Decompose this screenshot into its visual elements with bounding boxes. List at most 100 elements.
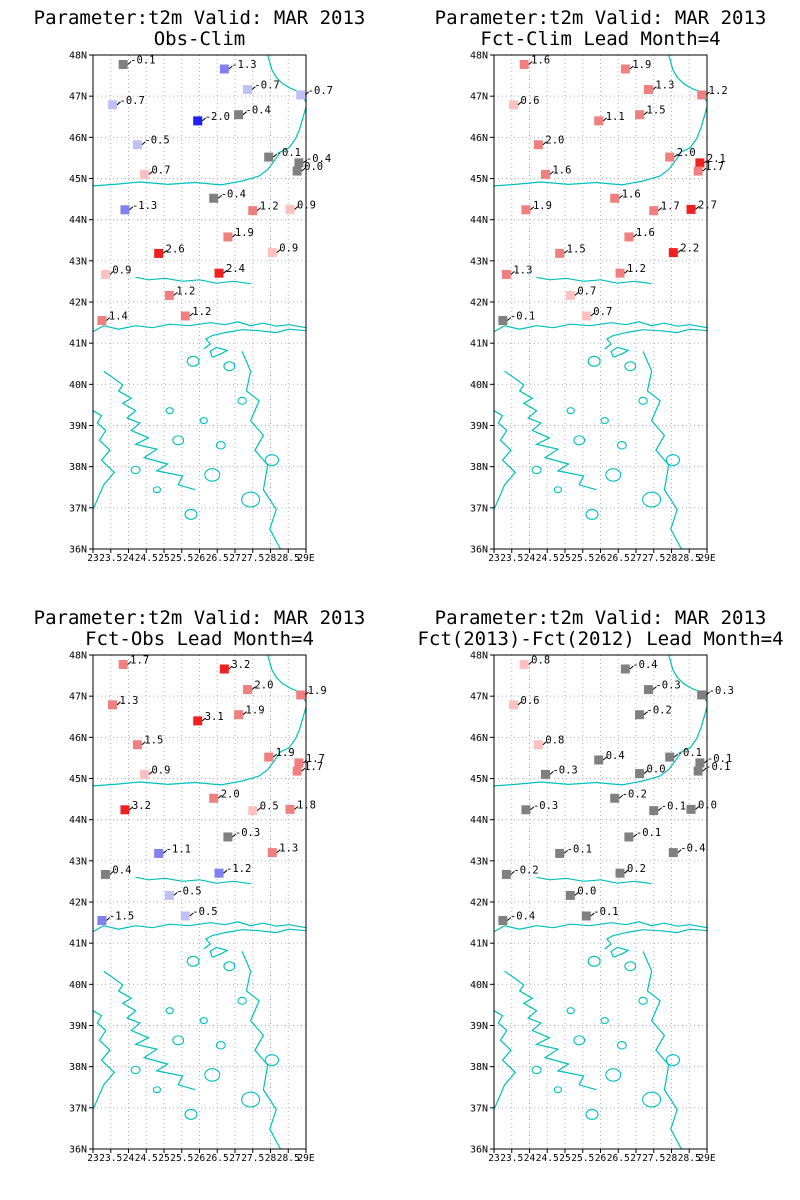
station-value-label: -1.5 [109,911,134,923]
station-square [509,100,519,110]
station-marker: 0.0 [686,799,717,814]
station-value-label: 1.2 [260,201,279,213]
station-value-label: 1.5 [144,735,163,747]
station-value-label: 2.6 [166,243,185,255]
station-marker: -0.3 [223,827,260,842]
station-square [296,690,306,700]
lon-label: 29E [698,1153,715,1164]
lon-label: 25.5 [571,553,594,564]
lon-label: 28.5 [277,1153,300,1164]
station-square [565,890,575,900]
station-value-label: 1.7 [306,753,325,765]
station-marker: -0.1 [498,311,535,326]
graticule [494,55,707,549]
lon-label: 23 [87,553,98,564]
station-marker: 2.1 [695,153,726,168]
station-marker: 0.9 [267,243,298,258]
station-marker: 0.9 [100,264,131,279]
station-square [509,700,519,710]
station-square [624,832,634,842]
station-square [219,664,229,674]
station-square [649,806,659,816]
lat-label: 47N [470,92,488,103]
station-square [219,64,229,74]
station-square [498,916,508,926]
lat-label: 45N [470,774,488,785]
station-marker: -0.4 [668,843,706,858]
station-square [521,805,531,815]
station-square [643,685,653,695]
lon-label: 27 [630,553,641,564]
station-square [296,90,306,100]
station-value-label: 1.6 [636,227,655,239]
lon-label: 26.5 [206,553,229,564]
station-value-label: 3.2 [132,800,151,812]
station-square [624,232,634,242]
station-value-label: -0.2 [513,864,538,876]
lon-label: 23.5 [500,1153,523,1164]
station-value-label: 1.3 [120,695,139,707]
station-marker: 3.1 [193,711,224,726]
lat-label: 40N [69,380,87,391]
station-square [193,716,203,726]
station-square [615,268,625,278]
lat-label: 36N [69,545,87,556]
station-value-label: -0.4 [221,188,246,200]
lat-label: 43N [69,856,87,867]
station-value-label: 1.7 [661,201,680,213]
station-value-label: 1.3 [513,264,532,276]
lon-label: 23.5 [99,553,122,564]
lat-label: 39N [69,421,87,432]
station-square [643,85,653,95]
station-marker: -0.1 [649,801,686,816]
station-value-label: 1.9 [246,705,265,717]
station-marker: 1.7 [294,753,325,768]
lat-label: 47N [69,92,87,103]
station-square [635,110,645,120]
station-square [610,193,620,203]
station-marker: -0.2 [501,864,539,879]
lon-label: 27.5 [241,1153,264,1164]
station-marker: -0.1 [624,827,661,842]
station-marker: -0.5 [180,906,218,921]
station-value-label: -0.1 [661,801,686,813]
station-square [139,769,149,779]
station-square [223,232,233,242]
station-square [540,769,550,779]
coastline [493,654,708,1150]
station-value-label: 0.6 [521,95,540,107]
station-marker: 1.9 [234,705,265,720]
station-square [154,848,164,858]
station-value-label: 0.9 [151,764,170,776]
station-square [540,169,550,179]
station-value-label: 1.6 [552,164,571,176]
station-marker: 1.5 [635,105,666,120]
station-value-label: -0.7 [254,80,279,92]
station-square [264,752,274,762]
station-marker: -0.1 [581,906,619,921]
lat-label: 41N [69,939,87,950]
station-square [164,890,174,900]
station-marker: -0.4 [234,105,271,120]
lat-label: 42N [69,898,87,909]
station-value-label: 0.4 [112,864,131,876]
station-marker: -0.3 [521,800,558,815]
lat-label: 46N [69,133,87,144]
station-square [649,206,659,216]
lon-label: 24 [123,553,135,564]
station-marker: 2.0 [209,788,240,803]
lat-label: 41N [470,939,488,950]
station-value-label: -0.3 [235,827,260,839]
station-marker: -0.1 [693,761,730,776]
station-value-label: -0.4 [246,105,271,117]
station-value-label: -0.3 [552,764,577,776]
lon-label: 27.5 [642,553,665,564]
station-marker: 0.6 [509,695,539,710]
station-square [555,248,565,258]
station-square [180,311,190,321]
station-marker: -0.2 [610,788,647,803]
station-marker: -0.1 [555,843,592,858]
station-value-label: 0.9 [112,264,131,276]
lat-label: 46N [470,733,488,744]
